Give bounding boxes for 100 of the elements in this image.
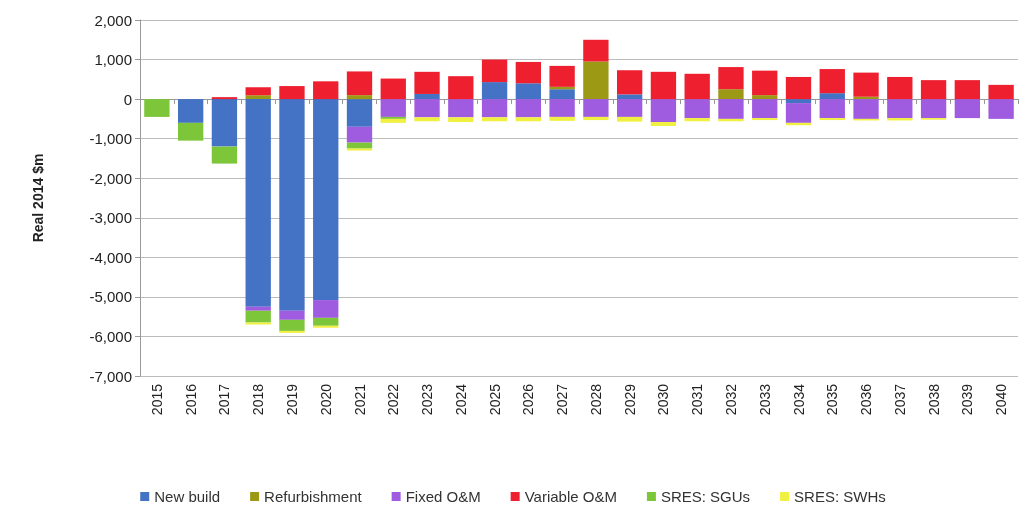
bar [920, 80, 947, 100]
x-tick-label: 2022 [385, 383, 402, 416]
x-tick-label: 2030 [655, 383, 672, 416]
bar [177, 99, 204, 123]
bar [887, 99, 913, 119]
bar [414, 117, 440, 122]
y-axis-title: Real 2014 $m [30, 153, 46, 243]
x-tick-label: 2029 [621, 383, 638, 416]
bar [346, 142, 373, 149]
bar [718, 89, 744, 100]
bar [549, 116, 575, 121]
bar [616, 70, 643, 95]
bar [988, 84, 1014, 100]
bar [785, 76, 812, 100]
bar [448, 99, 474, 118]
bar [279, 319, 305, 331]
bar [515, 83, 542, 100]
bar [279, 99, 305, 311]
bar [954, 80, 981, 100]
bar [616, 94, 643, 100]
bar [279, 86, 305, 100]
bar [650, 122, 677, 127]
x-tick-label: 2040 [993, 383, 1010, 416]
bar [616, 99, 643, 117]
legend-label: New build [154, 488, 221, 505]
bar [853, 72, 879, 97]
x-tick-label: 2026 [520, 383, 537, 416]
x-tick-label: 2020 [317, 383, 334, 416]
bar [414, 93, 440, 100]
bar [752, 99, 778, 119]
bar [313, 81, 339, 100]
bar [245, 306, 271, 311]
bar [346, 71, 373, 96]
bar [920, 99, 947, 119]
x-tick-label: 2027 [554, 383, 571, 416]
x-tick-label: 2018 [250, 383, 267, 416]
bar [515, 61, 542, 84]
bar [448, 117, 474, 123]
bar [616, 116, 643, 122]
bar [819, 99, 845, 119]
x-tick-label: 2031 [689, 383, 706, 416]
bar [887, 76, 913, 100]
y-tick-label: 0 [123, 90, 132, 108]
bar [481, 82, 508, 100]
bar [853, 99, 879, 119]
bar [481, 59, 508, 83]
y-tick-label: -7,000 [89, 367, 132, 385]
bar [684, 99, 710, 119]
y-tick-label: -3,000 [89, 209, 132, 227]
bar [549, 89, 575, 100]
bar [313, 99, 339, 301]
bar [819, 69, 845, 94]
bar [346, 99, 373, 127]
bar [414, 99, 440, 118]
x-tick-label: 2037 [891, 383, 908, 416]
bar [481, 117, 508, 122]
bar [380, 78, 406, 100]
bar [785, 103, 812, 123]
bar [448, 76, 474, 100]
x-tick-label: 2034 [790, 383, 807, 416]
x-tick-label: 2033 [756, 383, 773, 416]
legend-label: Refurbishment [264, 488, 363, 505]
bar [718, 67, 744, 90]
y-tick-label: -4,000 [89, 248, 132, 266]
x-tick-label: 2024 [452, 383, 469, 416]
x-tick-label: 2023 [419, 383, 436, 416]
bar [481, 99, 508, 118]
y-tick-label: -2,000 [89, 169, 132, 187]
x-tick-label: 2021 [351, 383, 368, 416]
y-tick-label: -5,000 [89, 288, 132, 306]
legend-label: Variable O&M [524, 488, 617, 505]
bar [583, 116, 609, 121]
legend-label: Fixed O&M [405, 488, 481, 505]
x-tick-label: 2032 [722, 383, 739, 416]
bar [144, 99, 170, 117]
bar [650, 71, 677, 100]
bar [819, 93, 845, 100]
bar [211, 99, 238, 147]
y-tick-label: -6,000 [89, 327, 132, 345]
bar [380, 99, 406, 117]
bar [414, 71, 440, 94]
x-tick-label: 2019 [283, 383, 300, 416]
y-tick-label: -1,000 [89, 130, 132, 148]
bar [245, 99, 271, 307]
bar [177, 122, 204, 141]
y-tick-label: 1,000 [94, 51, 132, 69]
bar [988, 99, 1014, 119]
bar [752, 95, 778, 100]
bar [380, 118, 406, 123]
bar [583, 99, 609, 117]
y-tick-label: 2,000 [94, 11, 132, 29]
x-tick-label: 2038 [925, 383, 942, 416]
bar [718, 99, 744, 119]
x-tick-label: 2036 [858, 383, 875, 416]
bar [245, 310, 271, 323]
bar [684, 73, 710, 100]
x-tick-label: 2017 [216, 383, 233, 416]
bar [583, 39, 609, 62]
x-tick-label: 2039 [959, 383, 976, 416]
bar [515, 99, 542, 118]
